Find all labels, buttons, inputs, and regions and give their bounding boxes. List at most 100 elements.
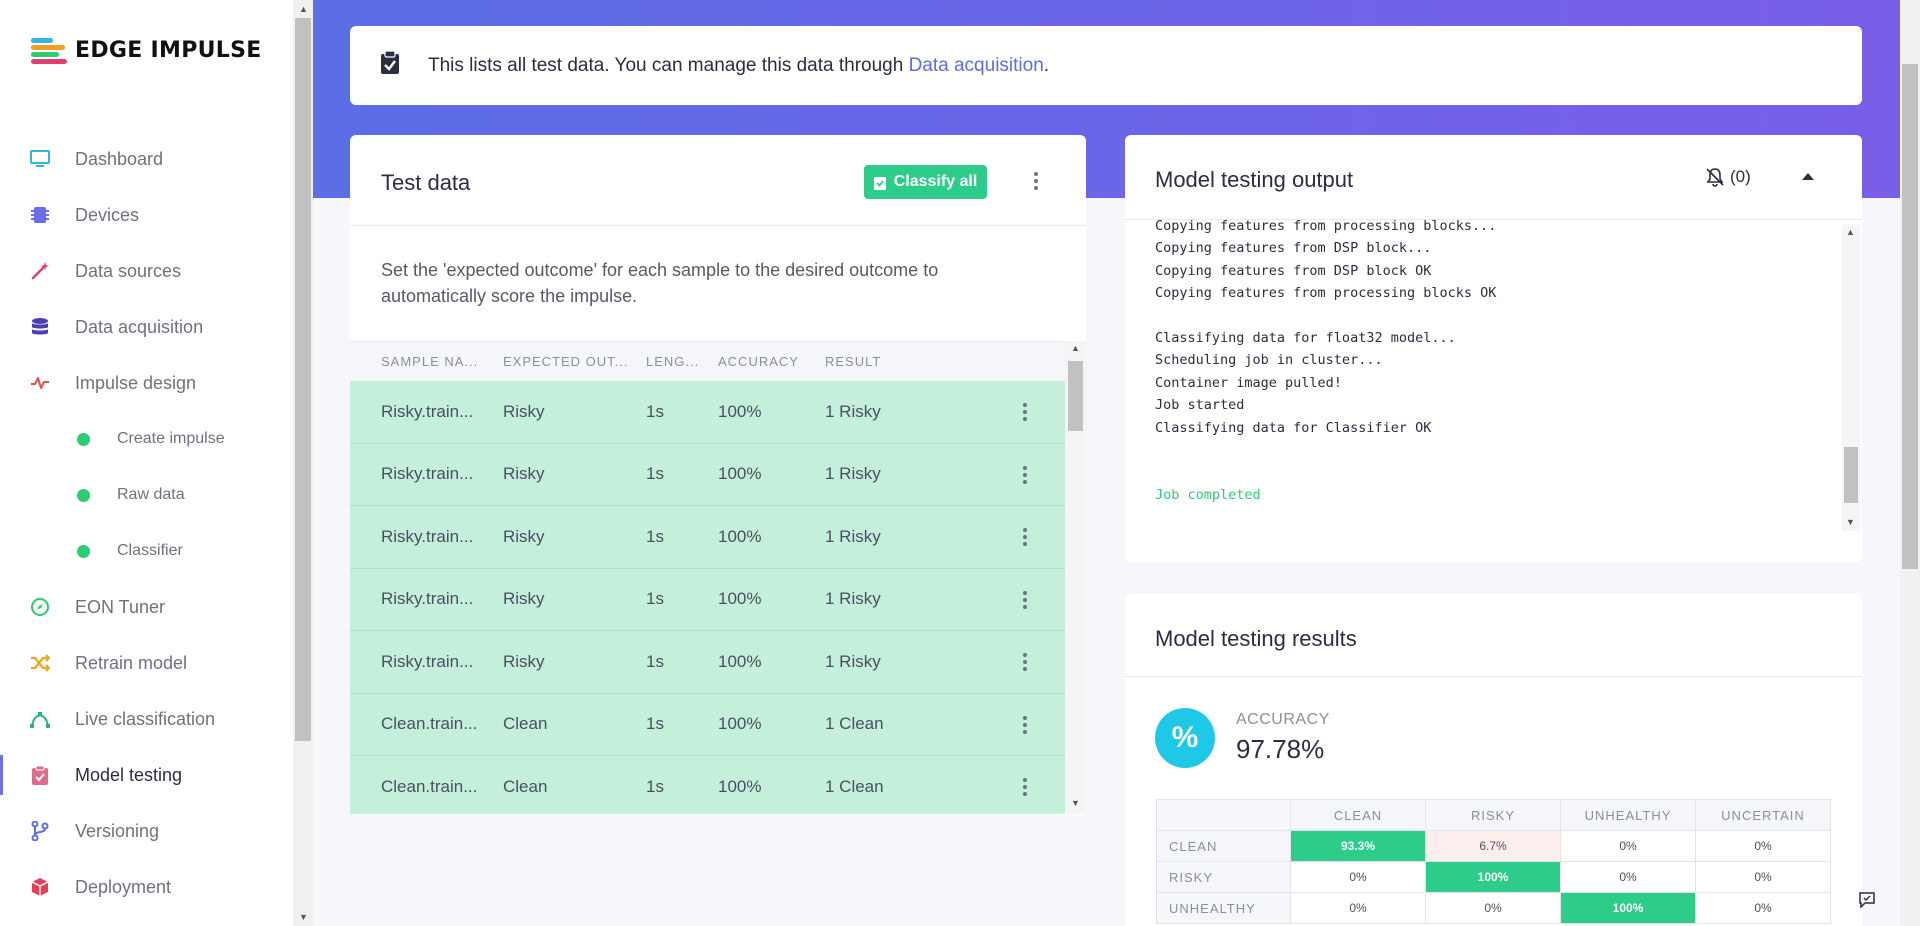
feedback-chat-icon[interactable]: [1858, 892, 1876, 909]
sidebar-item-dashboard[interactable]: Dashboard: [0, 131, 293, 187]
expected-outcome: Risky: [503, 526, 545, 546]
scroll-down-arrow-icon[interactable]: ▼: [1071, 798, 1080, 808]
scroll-down-arrow-icon[interactable]: ▼: [299, 912, 308, 922]
column-header-expected-outcome[interactable]: EXPECTED OUT...: [503, 354, 629, 369]
table-scrollbar[interactable]: ▲ ▼: [1065, 341, 1086, 814]
column-header-result[interactable]: RESULT: [825, 354, 882, 369]
edge-impulse-logo-icon: [31, 36, 67, 64]
scroll-down-arrow-icon[interactable]: ▼: [1846, 517, 1855, 527]
sample-length: 1s: [646, 401, 664, 421]
chip-icon: [29, 204, 51, 226]
table-row[interactable]: Risky.train... Risky 1s 100% 1 Risky: [350, 381, 1065, 444]
console-line: [1155, 305, 1835, 327]
console-line: Classifying data for Classifier OK: [1155, 419, 1432, 436]
info-notice: This lists all test data. You can manage…: [350, 26, 1862, 105]
table-scrollbar-thumb[interactable]: [1068, 361, 1083, 431]
row-menu-icon[interactable]: [1022, 590, 1028, 609]
console-line: [1155, 439, 1835, 461]
table-row[interactable]: Risky.train... Risky 1s 100% 1 Risky: [350, 506, 1065, 569]
scroll-up-arrow-icon[interactable]: ▲: [1846, 227, 1855, 237]
sample-length: 1s: [646, 526, 664, 546]
scroll-up-arrow-icon[interactable]: ▲: [1071, 343, 1080, 353]
expected-outcome: Risky: [503, 651, 545, 671]
page-scrollbar[interactable]: [1900, 0, 1920, 926]
data-acquisition-link[interactable]: Data acquisition: [908, 54, 1044, 76]
matrix-row: CLEAN 93.3% 6.7% 0% 0%: [1156, 830, 1831, 862]
table-row[interactable]: Risky.train... Risky 1s 100% 1 Risky: [350, 443, 1065, 506]
sidebar-item-data-sources[interactable]: Data sources: [0, 243, 293, 299]
sample-length: 1s: [646, 464, 664, 484]
sample-result: 1 Clean: [825, 776, 884, 796]
sample-length: 1s: [646, 589, 664, 609]
output-scrollbar-thumb[interactable]: [1844, 447, 1858, 503]
matrix-cell: 100%: [1425, 861, 1561, 893]
sidebar-item-deployment[interactable]: Deployment: [0, 859, 293, 915]
sidebar-scrollbar[interactable]: ▲ ▼: [293, 0, 313, 926]
more-options-icon[interactable]: [1033, 172, 1039, 190]
sample-result: 1 Clean: [825, 714, 884, 734]
scroll-up-arrow-icon[interactable]: ▲: [299, 4, 308, 14]
row-menu-icon[interactable]: [1022, 778, 1028, 796]
database-icon: [29, 316, 51, 338]
matrix-row: RISKY 0% 100% 0% 0%: [1156, 861, 1831, 893]
logo[interactable]: EDGE IMPULSE: [31, 36, 262, 64]
sidebar-item-retrain-model[interactable]: Retrain model: [0, 635, 293, 691]
matrix-corner: [1156, 799, 1291, 831]
brand-name: EDGE IMPULSE: [75, 37, 262, 63]
sample-name: Risky.train...: [381, 401, 474, 421]
sidebar-item-label: Deployment: [75, 876, 172, 897]
console-line: Copying features from processing blocks …: [1155, 285, 1497, 302]
sample-name: Risky.train...: [381, 589, 474, 609]
branch-icon: [29, 820, 51, 842]
classify-all-button[interactable]: Classify all: [864, 165, 987, 199]
notifications-toggle[interactable]: (0): [1705, 167, 1751, 187]
sidebar-item-raw-data[interactable]: Raw data: [0, 467, 293, 523]
sample-length: 1s: [646, 776, 664, 796]
collapse-chevron-up-icon[interactable]: [1802, 173, 1814, 180]
sidebar-item-data-acquisition[interactable]: Data acquisition: [0, 299, 293, 355]
sidebar-item-live-classification[interactable]: Live classification: [0, 691, 293, 747]
expected-outcome: Risky: [503, 464, 545, 484]
expected-outcome: Clean: [503, 714, 548, 734]
sidebar-item-create-impulse[interactable]: Create impulse: [0, 411, 293, 467]
notice-text: This lists all test data. You can manage…: [428, 54, 1050, 76]
table-row[interactable]: Risky.train... Risky 1s 100% 1 Risky: [350, 568, 1065, 631]
sidebar-item-label: Data sources: [75, 260, 182, 281]
sidebar-item-devices[interactable]: Devices: [0, 187, 293, 243]
results-header: Model testing results: [1125, 594, 1862, 677]
test-data-description: Set the 'expected outcome' for each samp…: [381, 260, 939, 306]
sidebar-item-classifier[interactable]: Classifier: [0, 523, 293, 579]
row-menu-icon[interactable]: [1022, 528, 1028, 546]
expected-outcome: Risky: [503, 401, 545, 421]
table-row[interactable]: Risky.train... Risky 1s 100% 1 Risky: [350, 631, 1065, 694]
row-menu-icon[interactable]: [1022, 403, 1028, 421]
sidebar-item-label: Devices: [75, 204, 140, 225]
sidebar-item-versioning[interactable]: Versioning: [0, 803, 293, 859]
matrix-row-header: RISKY: [1156, 861, 1291, 893]
column-header-accuracy[interactable]: ACCURACY: [718, 354, 799, 369]
table-row[interactable]: Clean.train... Clean 1s 100% 1 Clean: [350, 756, 1065, 814]
output-scrollbar[interactable]: ▲ ▼: [1842, 225, 1860, 531]
row-menu-icon[interactable]: [1022, 465, 1028, 484]
row-menu-icon[interactable]: [1022, 653, 1028, 671]
sidebar-item-eon-tuner[interactable]: EON Tuner: [0, 579, 293, 635]
page-scrollbar-thumb[interactable]: [1902, 64, 1918, 569]
matrix-header-row: CLEAN RISKY UNHEALTHY UNCERTAIN: [1156, 799, 1831, 831]
sidebar-item-impulse-design[interactable]: Impulse design: [0, 355, 293, 411]
table-row[interactable]: Clean.train... Clean 1s 100% 1 Clean: [350, 693, 1065, 756]
row-menu-icon[interactable]: [1022, 715, 1028, 734]
column-header-sample-name[interactable]: SAMPLE NA...: [381, 354, 479, 369]
sidebar-item-model-testing[interactable]: Model testing: [0, 747, 293, 803]
sample-name: Clean.train...: [381, 714, 478, 734]
shuffle-icon: [29, 652, 51, 674]
clipboard-check-icon: [873, 176, 886, 190]
console-line: Scheduling job in cluster...: [1155, 352, 1383, 369]
notification-count: (0): [1730, 167, 1751, 186]
console-line-success: Job completed: [1155, 486, 1261, 503]
sidebar-scrollbar-thumb[interactable]: [295, 18, 311, 741]
matrix-cell: 0%: [1290, 892, 1426, 924]
sidebar-item-label: Live classification: [75, 708, 216, 729]
matrix-row-header: UNHEALTHY: [1156, 892, 1291, 924]
column-header-length[interactable]: LENG...: [646, 354, 700, 369]
sample-length: 1s: [646, 714, 664, 734]
